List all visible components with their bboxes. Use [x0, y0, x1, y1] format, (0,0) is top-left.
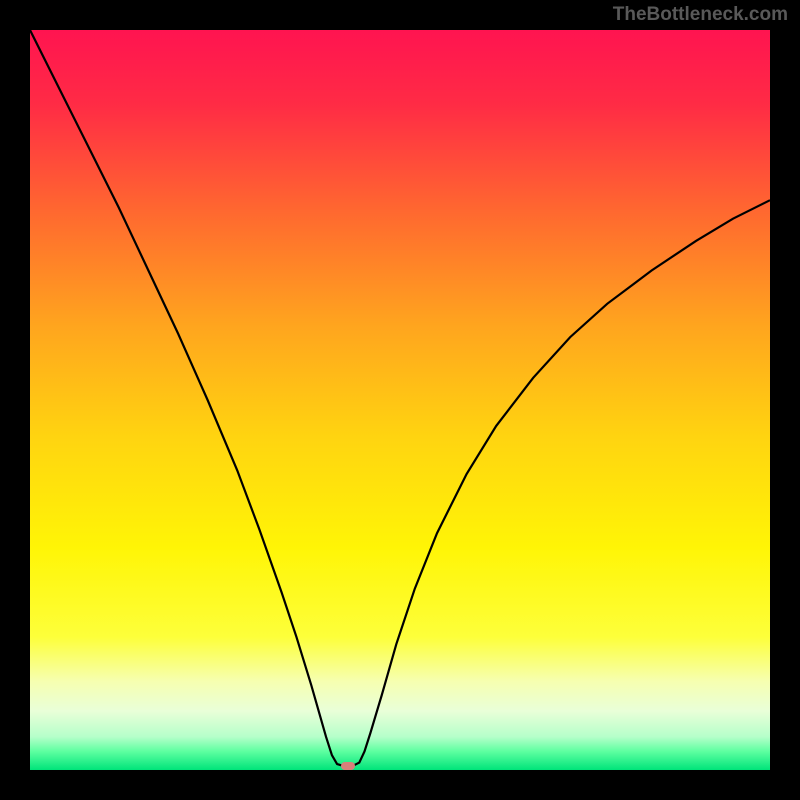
optimum-marker: [341, 762, 355, 770]
chart-container: { "watermark": { "text": "TheBottleneck.…: [0, 0, 800, 800]
plot-area: [30, 30, 770, 770]
bottleneck-curve: [30, 30, 770, 770]
watermark-text: TheBottleneck.com: [613, 4, 788, 26]
curve-path: [30, 30, 770, 766]
